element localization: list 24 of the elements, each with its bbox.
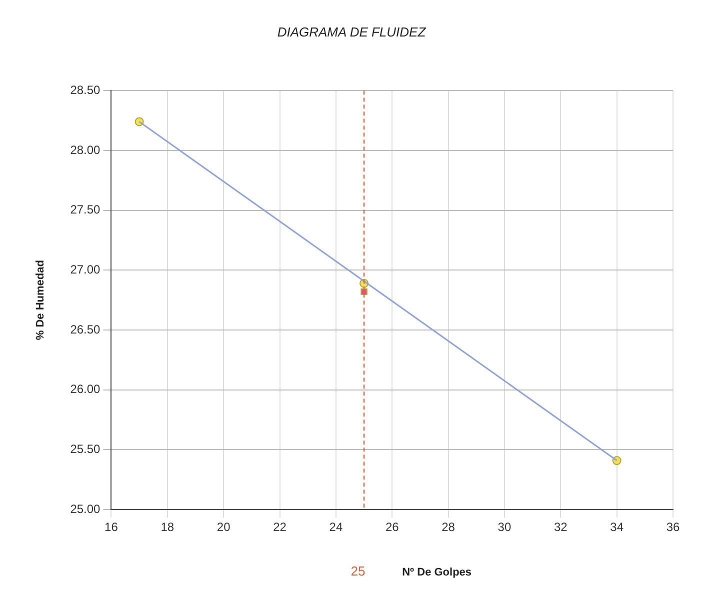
x-tick-label: 28 xyxy=(442,520,456,534)
point xyxy=(360,288,368,296)
x-tick-label: 26 xyxy=(385,520,400,534)
y-axis-title: % De Humedad xyxy=(34,260,47,340)
x-axis-title: Nº De Golpes xyxy=(402,566,472,579)
y-tick-label: 27.50 xyxy=(70,202,101,217)
x-tick-label: 36 xyxy=(666,520,680,534)
x-tick-label: 22 xyxy=(273,520,287,534)
y-tick-label: 28.50 xyxy=(70,82,101,97)
y-tick-label: 25.50 xyxy=(70,442,101,456)
x-tick-label: 32 xyxy=(554,520,568,534)
x-tick-label: 20 xyxy=(216,520,231,534)
x-tick-label: 34 xyxy=(610,520,624,534)
y-tick-label: 26.50 xyxy=(70,322,101,336)
x-tick-label: 16 xyxy=(104,520,118,534)
ref-line-label: 25 xyxy=(350,564,366,579)
y-tick-label: 28.00 xyxy=(70,142,101,157)
y-tick-label: 26.00 xyxy=(70,382,101,396)
x-tick-label: 30 xyxy=(498,520,512,534)
y-tick-label: 27.00 xyxy=(70,262,101,276)
x-tick-label: 24 xyxy=(329,520,343,534)
chart-title: DIAGRAMA DE FLUIDEZ xyxy=(277,24,427,40)
y-tick-label: 25.00 xyxy=(70,502,101,516)
x-tick-label: 18 xyxy=(160,520,174,534)
